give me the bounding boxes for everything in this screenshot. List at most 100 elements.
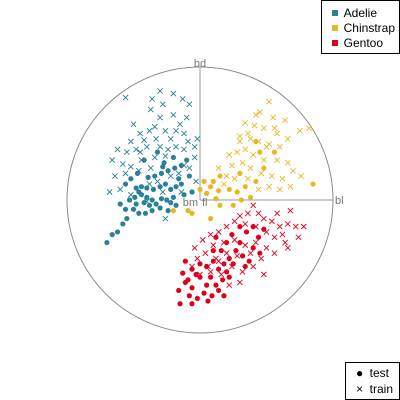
data-points: [104, 88, 316, 307]
point-train-adelie: [117, 186, 124, 193]
point-train-gentoo: [282, 239, 289, 246]
point-train-adelie: [151, 123, 158, 130]
point-train-gentoo: [274, 210, 281, 217]
point-train-gentoo: [260, 271, 267, 278]
point-train-adelie: [127, 163, 134, 170]
point-train-adelie: [157, 88, 164, 94]
point-train-gentoo: [207, 231, 214, 238]
legend-item-test: ● test: [354, 365, 393, 381]
point-train-adelie: [181, 130, 187, 137]
point-test-gentoo: [189, 285, 195, 291]
point-test-adelie: [146, 202, 153, 208]
point-test-gentoo: [204, 263, 210, 270]
point-train-chinstrap: [244, 175, 251, 182]
point-train-adelie: [167, 173, 174, 179]
point-train-gentoo: [210, 242, 217, 249]
point-test-gentoo: [194, 295, 200, 302]
point-train-gentoo: [255, 210, 262, 217]
point-train-chinstrap: [255, 138, 262, 145]
point-test-chinstrap: [234, 189, 240, 195]
projection-axes: bd bl bm fl: [183, 58, 344, 209]
point-test-adelie: [189, 189, 195, 195]
point-train-gentoo: [223, 250, 230, 257]
point-test-gentoo: [233, 247, 239, 254]
point-test-adelie: [153, 201, 159, 207]
point-train-adelie: [138, 157, 145, 164]
point-test-chinstrap: [216, 188, 222, 194]
point-test-gentoo: [226, 274, 232, 280]
point-train-gentoo: [252, 239, 259, 246]
point-test-adelie: [168, 186, 174, 192]
point-train-adelie: [162, 215, 169, 222]
point-test-chinstrap: [189, 210, 195, 216]
point-train-gentoo: [205, 263, 211, 270]
point-train-adelie: [114, 146, 121, 153]
point-test-adelie: [133, 185, 139, 191]
axis-label-bd: bd: [194, 58, 206, 70]
point-test-adelie: [134, 170, 141, 176]
point-train-chinstrap: [260, 157, 267, 164]
point-train-gentoo: [197, 271, 203, 278]
point-test-adelie: [168, 200, 174, 206]
point-train-chinstrap: [284, 135, 291, 142]
point-train-gentoo: [263, 244, 270, 251]
point-train-chinstrap: [279, 175, 286, 182]
point-train-gentoo: [194, 255, 201, 262]
point-test-chinstrap: [226, 186, 232, 192]
point-test-chinstrap: [217, 173, 223, 179]
point-test-gentoo: [201, 290, 207, 296]
point-train-adelie: [106, 189, 113, 195]
point-train-gentoo: [215, 229, 222, 235]
point-train-chinstrap: [247, 165, 254, 171]
point-test-chinstrap: [271, 149, 278, 155]
point-test-chinstrap: [253, 138, 259, 145]
point-train-gentoo: [229, 263, 235, 270]
point-train-gentoo: [276, 223, 283, 230]
point-train-adelie: [111, 173, 118, 179]
point-train-gentoo: [226, 282, 233, 289]
point-test-adelie: [165, 208, 171, 214]
legend-item-gentoo: Gentoo: [330, 35, 395, 50]
point-train-gentoo: [279, 231, 286, 238]
point-test-adelie: [178, 162, 184, 169]
point-train-gentoo: [239, 268, 246, 275]
point-test-adelie: [136, 189, 142, 195]
point-train-gentoo: [223, 223, 230, 230]
point-train-chinstrap: [236, 138, 243, 145]
point-test-gentoo: [237, 224, 243, 230]
point-test-adelie: [104, 239, 110, 246]
point-train-gentoo: [199, 236, 206, 243]
point-train-chinstrap: [236, 133, 243, 140]
point-test-gentoo: [221, 293, 227, 299]
point-train-gentoo: [236, 279, 243, 286]
point-test-chinstrap: [197, 186, 203, 192]
point-train-adelie: [162, 127, 169, 134]
point-test-adelie: [170, 154, 176, 161]
point-test-gentoo: [242, 263, 248, 270]
legend-swatch-adelie: [331, 9, 338, 16]
point-train-chinstrap: [271, 125, 278, 132]
point-train-adelie: [130, 121, 137, 128]
point-train-adelie: [170, 111, 177, 118]
point-train-gentoo: [295, 234, 302, 241]
legend-label: train: [369, 382, 393, 396]
point-test-chinstrap: [261, 165, 267, 171]
point-train-adelie: [109, 157, 116, 164]
point-test-gentoo: [209, 293, 215, 299]
point-train-gentoo: [191, 244, 198, 251]
point-train-chinstrap: [268, 173, 275, 179]
point-test-gentoo: [250, 224, 256, 230]
point-test-gentoo: [239, 253, 246, 259]
point-test-chinstrap: [242, 184, 248, 190]
point-test-chinstrap: [230, 202, 236, 208]
point-test-chinstrap: [213, 196, 219, 202]
point-test-chinstrap: [170, 208, 176, 214]
point-train-adelie: [137, 130, 144, 137]
point-train-chinstrap: [266, 183, 273, 190]
point-train-chinstrap: [239, 159, 246, 166]
point-train-gentoo: [252, 223, 259, 230]
point-test-gentoo: [243, 229, 250, 235]
point-train-gentoo: [284, 221, 291, 227]
point-train-adelie: [127, 138, 134, 145]
legend-item-train: × train: [354, 381, 393, 397]
